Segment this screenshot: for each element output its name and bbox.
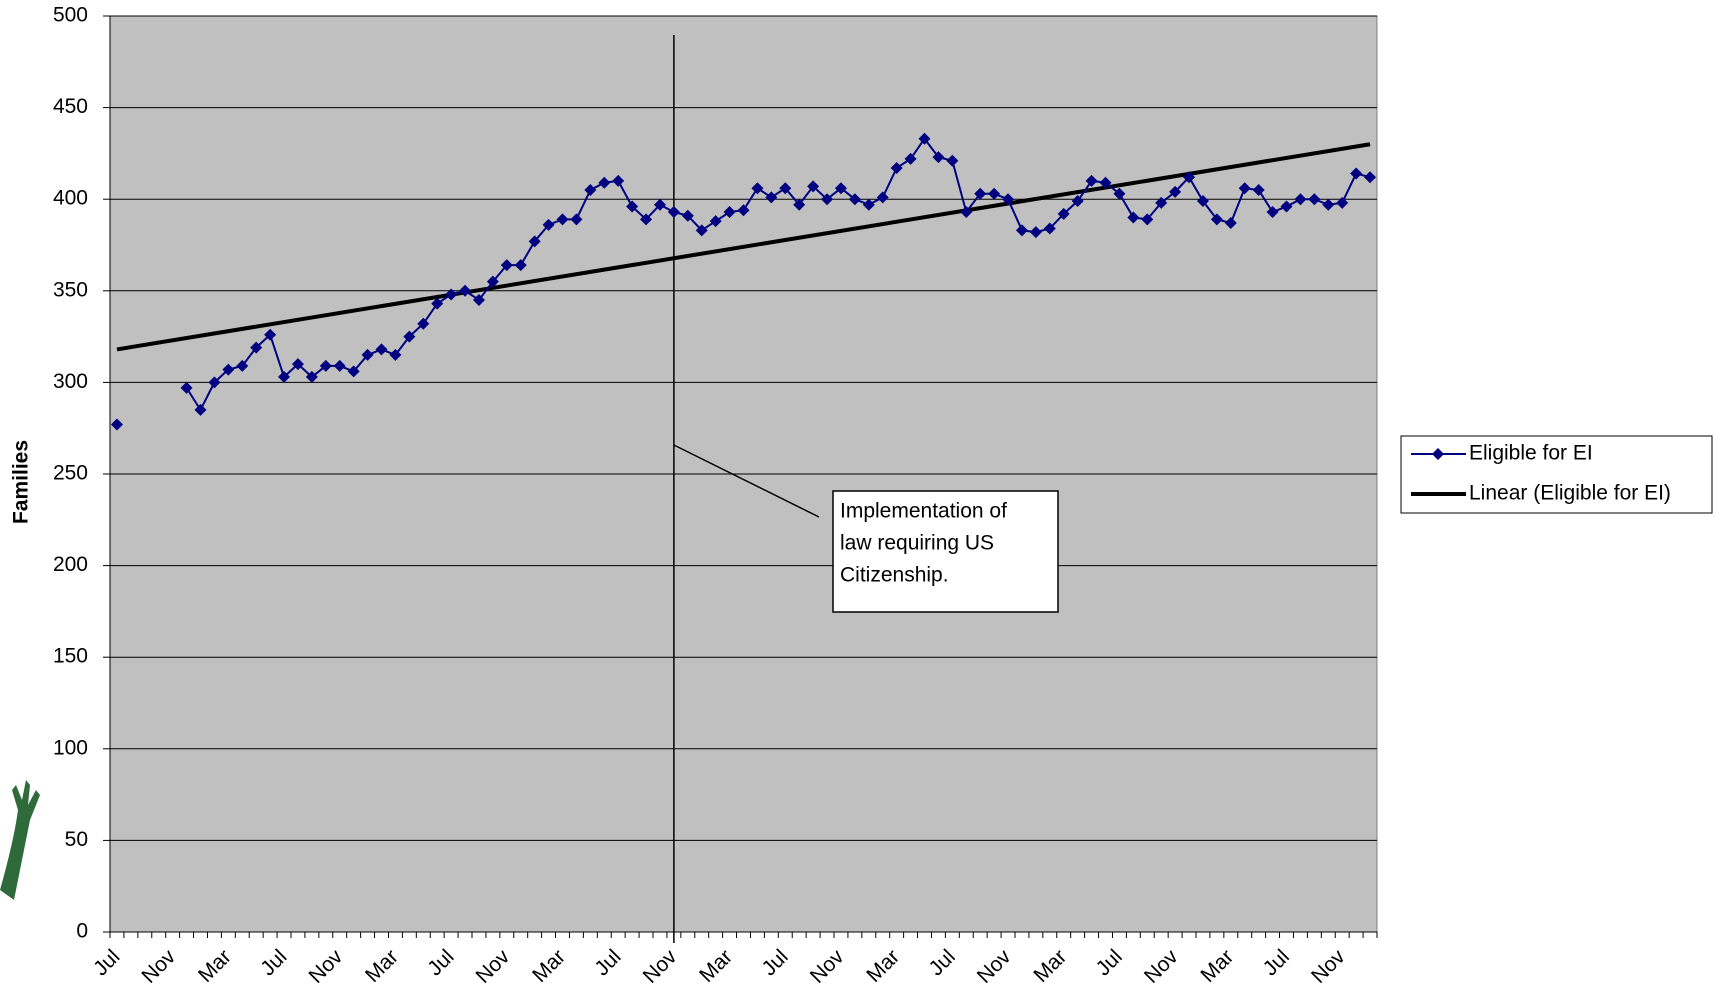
x-tick-label: Mar xyxy=(361,945,403,987)
y-tick-label: 350 xyxy=(53,278,88,301)
x-tick-label: Jul xyxy=(1092,945,1127,980)
x-tick-label: Nov xyxy=(305,945,348,988)
x-tick-label: Nov xyxy=(137,945,180,988)
x-tick-label: Jul xyxy=(757,945,792,980)
x-tick-label: Mar xyxy=(862,945,904,987)
x-tick-label: Jul xyxy=(1259,945,1294,980)
y-tick-label: 500 xyxy=(53,4,88,27)
x-tick-label: Jul xyxy=(256,945,291,980)
x-tick-label: Jul xyxy=(89,945,124,980)
x-tick-label: Nov xyxy=(973,945,1016,988)
x-tick-label: Mar xyxy=(528,945,570,987)
x-tick-label: Jul xyxy=(423,945,458,980)
y-tick-label: 300 xyxy=(53,370,88,393)
x-tick-label: Nov xyxy=(1307,945,1350,988)
y-tick-label: 50 xyxy=(65,828,88,851)
annotation-text: law requiring US xyxy=(840,532,994,555)
y-axis-title: Families xyxy=(10,440,33,524)
x-tick-label: Nov xyxy=(472,945,515,988)
decoration xyxy=(0,780,40,900)
annotation-text: Implementation of xyxy=(840,500,1007,523)
y-tick-label: 200 xyxy=(53,553,88,576)
x-tick-label: Jul xyxy=(590,945,625,980)
x-tick-label: Nov xyxy=(639,945,682,988)
y-tick-label: 100 xyxy=(53,736,88,759)
legend-label: Linear (Eligible for EI) xyxy=(1469,482,1671,505)
legend-label: Eligible for EI xyxy=(1469,442,1593,465)
x-tick-label: Mar xyxy=(1029,945,1071,987)
x-tick-label: Mar xyxy=(695,945,737,987)
y-tick-label: 400 xyxy=(53,187,88,210)
y-tick-label: 0 xyxy=(76,920,88,943)
x-tick-label: Jul xyxy=(925,945,960,980)
chart: Families 0 50 100 150 200 250 300 350 400 450 500 J… xyxy=(0,0,1714,1003)
y-tick-label: 150 xyxy=(53,645,88,668)
x-tick-label: Nov xyxy=(1140,945,1183,988)
x-tick-label: Nov xyxy=(806,945,849,988)
annotation-text: Citizenship. xyxy=(840,564,949,587)
x-tick-label: Mar xyxy=(194,945,236,987)
y-tick-label: 450 xyxy=(53,95,88,118)
y-tick-label: 250 xyxy=(53,462,88,485)
x-tick-label: Mar xyxy=(1196,945,1238,987)
